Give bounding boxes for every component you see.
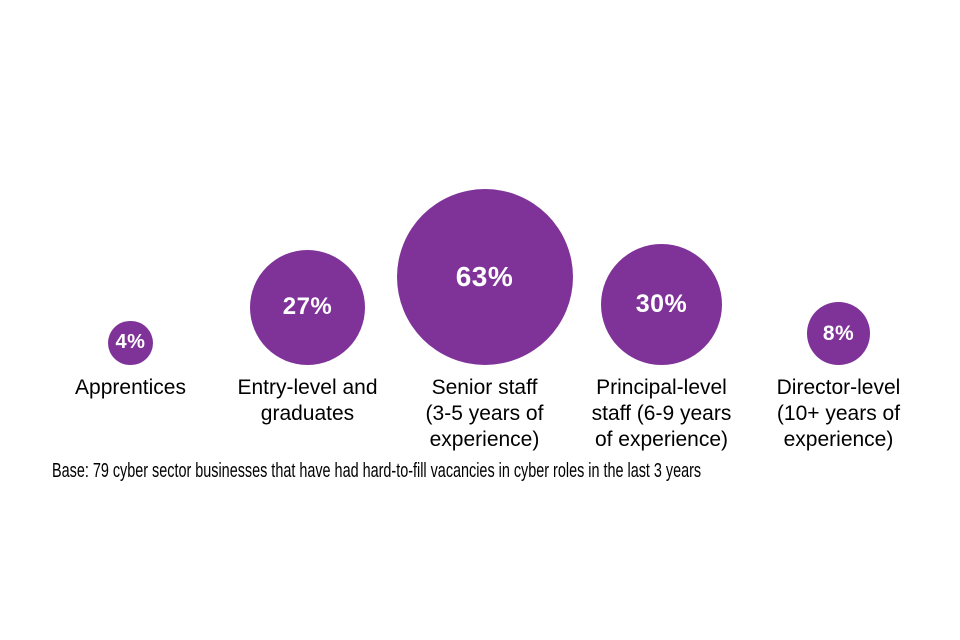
bubble-value: 8% [822,321,855,345]
bubble-label: Senior staff (3-5 years of experience) [425,376,544,451]
bubble-column: 63% Senior staff (3-5 years of experience) [396,188,573,453]
bubble-area: 27% [219,188,396,365]
bubble-value: 63% [455,261,514,292]
bubble-label: Apprentices [75,376,186,399]
bubble: 63% [396,189,573,365]
bubble-column: 4% Apprentices [42,188,219,453]
bubble: 4% [108,320,153,365]
bubble-area: 30% [573,188,750,365]
bubble-label: Principal-level staff (6-9 years of experi… [591,376,732,451]
bubble: 8% [807,302,870,365]
bubble-area: 8% [750,188,927,365]
bubble-chart: 4% Apprentices 27% Entry-level and graduates… [42,188,927,453]
bubble-value: 27% [282,293,333,321]
bubble: 27% [249,249,366,365]
bubble-column: 27% Entry-level and graduates [219,188,396,453]
base-note: Base: 79 cyber sector businesses that ha… [52,460,702,482]
bubble-label: Entry-level and graduates [237,376,378,425]
bubble-area: 4% [42,188,219,365]
bubble: 30% [600,243,723,365]
bubble-value: 4% [115,331,146,354]
bubble-label: Director-level (10+ years of experience) [776,376,901,451]
bubble-column: 30% Principal-level staff (6-9 years of exp… [573,188,750,453]
bubble-column: 8% Director-level (10+ years of experience) [750,188,927,453]
bubble-area: 63% [396,188,573,365]
bubble-value: 30% [635,289,688,318]
